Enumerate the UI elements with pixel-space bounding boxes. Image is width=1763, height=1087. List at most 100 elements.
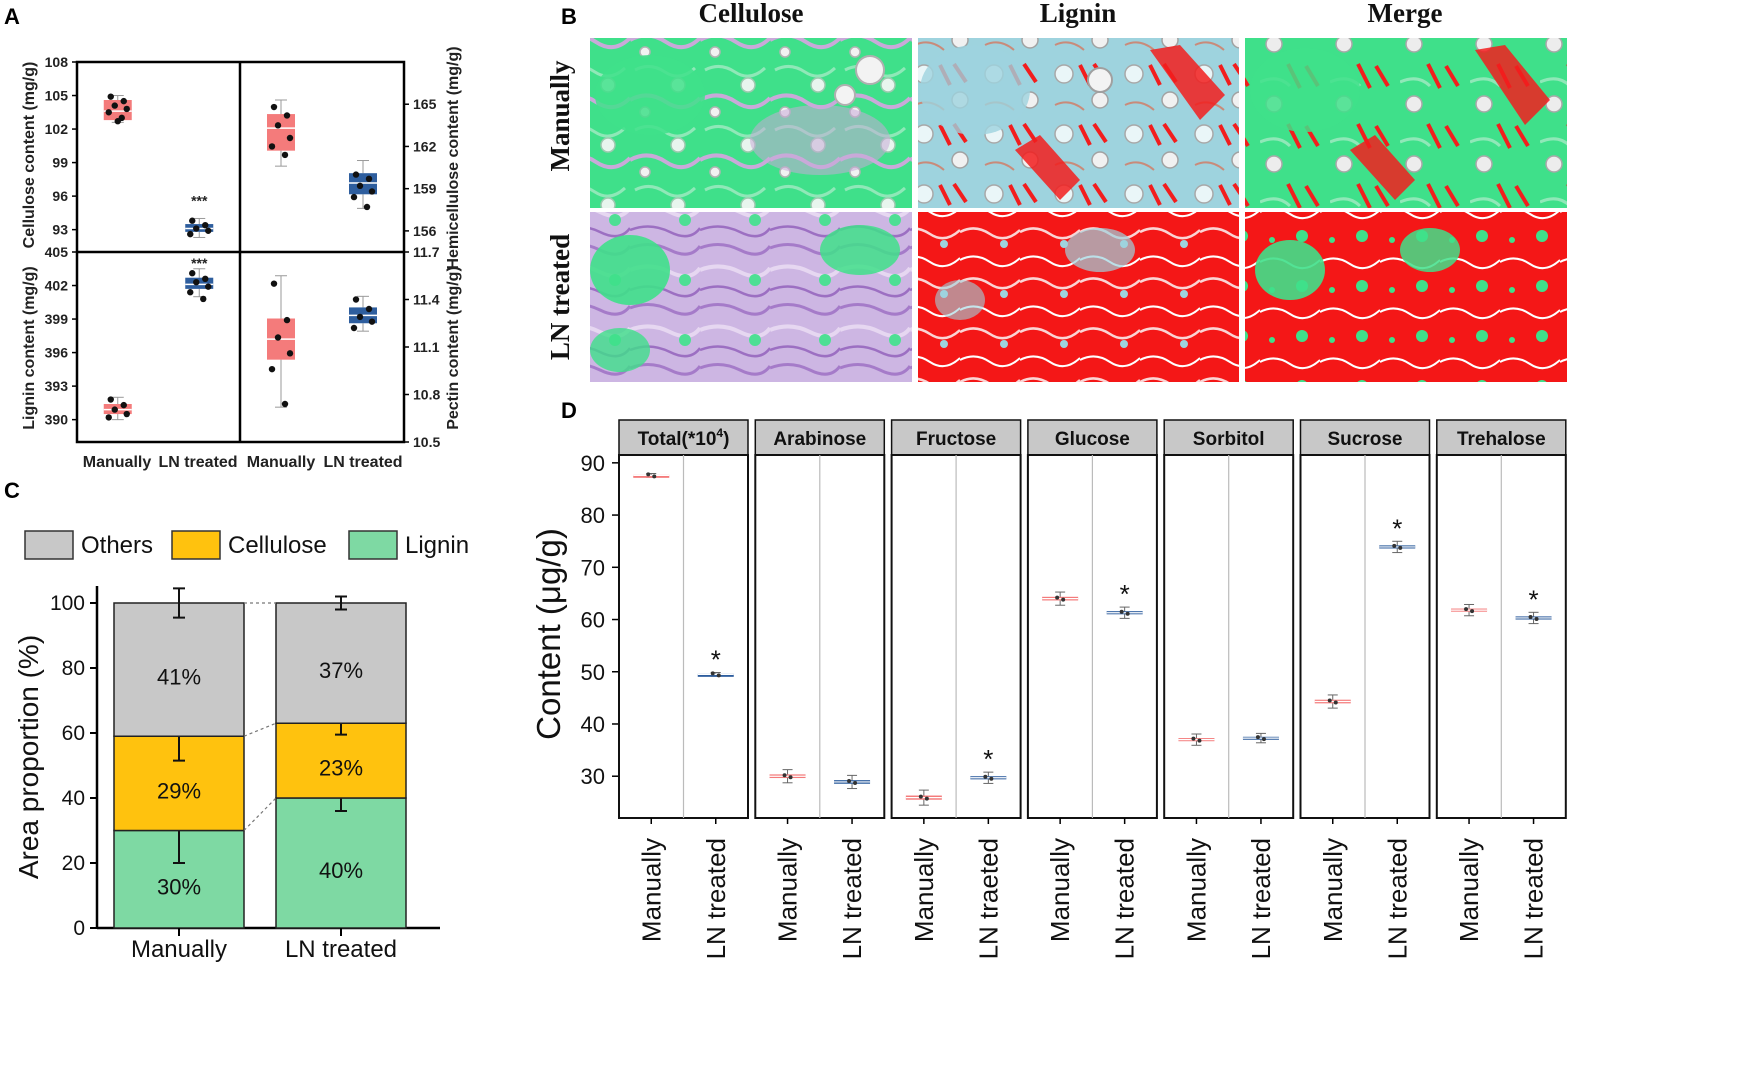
d-ytick-label-0: 30: [581, 764, 605, 789]
pectin-ylabel: Pectin content (mg/g): [445, 266, 462, 430]
d-point: [924, 796, 929, 801]
data-point: [105, 109, 112, 116]
d-point: [853, 780, 858, 785]
d-xlabel-3-1: LN treated: [1110, 838, 1140, 959]
d-xlabel-1-0: Manually: [773, 838, 803, 942]
d-point: [1464, 607, 1469, 612]
a-ytick-label-0-0: 108: [45, 54, 69, 70]
d-point: [646, 472, 651, 477]
data-point: [368, 318, 376, 325]
micrograph-merge-ln-treated: [1245, 212, 1567, 382]
lignin-content-subplot: 405 402 399 396 393 390 ***: [45, 244, 214, 428]
bar-cellulose-1: [275, 722, 407, 799]
facet-strip: [1027, 419, 1158, 456]
pct-label-cellulose-1: 23%: [319, 756, 363, 781]
d-point: [788, 775, 793, 780]
panel-a-xlabel-2: LN treated: [158, 454, 237, 471]
d-point: [1470, 609, 1475, 614]
d-point: [1191, 736, 1196, 741]
facet-strip: [1436, 419, 1567, 456]
data-point: [363, 203, 371, 211]
hemicellulose-content-subplot: 165 162 159 156: [267, 96, 437, 239]
a-ytick-label-0-1: 105: [45, 88, 69, 104]
facet-sucrose: Sucrose Manually * LN treated: [1299, 419, 1431, 959]
d-significance-star: *: [1120, 579, 1130, 609]
micrograph-row-ln-treated: LN treated: [545, 234, 575, 360]
panel-label-d: D: [561, 398, 577, 423]
micrograph-merge-manually: [1245, 38, 1567, 208]
d-ytick-label-4: 70: [581, 555, 605, 580]
d-ytick-label-6: 90: [581, 451, 605, 476]
d-significance-star: *: [983, 744, 993, 774]
data-point: [187, 289, 194, 296]
micrograph-col-merge: Merge: [1368, 0, 1443, 28]
data-point: [114, 118, 121, 125]
d-point: [710, 671, 715, 676]
d-point: [782, 773, 787, 778]
facet-trehalose: Trehalose Manually * LN treated: [1435, 419, 1567, 959]
pct-label-others-1: 37%: [319, 658, 363, 683]
d-significance-star: *: [711, 644, 721, 674]
d-point: [1327, 698, 1332, 703]
data-point: [202, 275, 209, 283]
bar-others-0: [113, 602, 245, 737]
micrograph-row-manually: Manually: [545, 60, 575, 172]
d-point: [1125, 611, 1130, 616]
a-ytick-label-2-3: 396: [45, 345, 69, 361]
data-point: [368, 188, 376, 195]
data-point: [274, 334, 282, 341]
d-xlabel-4-0: Manually: [1181, 838, 1211, 942]
lignin-ylabel: Lignin content (mg/g): [21, 266, 38, 430]
c-ytick-label-4: 80: [62, 657, 85, 680]
panel-label-a: A: [4, 4, 20, 29]
c-xlabel-1: LN treated: [285, 936, 397, 963]
facet-arabinose: Arabinose Manually LN treated: [754, 419, 886, 959]
data-point: [111, 102, 118, 109]
d-xlabel-5-1: LN treated: [1382, 838, 1412, 959]
d-point: [1333, 700, 1338, 705]
d-point: [1055, 595, 1060, 600]
a-ytick-label-0-3: 99: [52, 155, 68, 171]
data-point: [120, 401, 127, 409]
panel-c-stacked-bars: Others Cellulose Lignin 0 20 40 60 80 100 30% 2…: [13, 530, 469, 963]
panel-d-ylabel: Content (μg/g): [530, 528, 567, 740]
data-point: [200, 295, 207, 303]
legend-label-cellulose: Cellulose: [228, 532, 327, 559]
legend-label-others: Others: [81, 532, 153, 559]
cellulose-content-subplot: 108 105 102 99 96 93 ***: [45, 54, 214, 238]
d-point: [1398, 545, 1403, 550]
facet-title: Glucose: [1055, 429, 1130, 450]
panel-a-xlabel-3: Manually: [247, 454, 316, 471]
d-box-0-1: [697, 673, 734, 677]
pectin-content-subplot: 11.7 11.4 11.1 10.8 10.5: [267, 244, 440, 450]
facet-strip: [754, 419, 886, 456]
data-point: [356, 313, 364, 321]
a-ytick-label-1-3: 156: [413, 223, 437, 239]
d-xlabel-6-0: Manually: [1454, 838, 1484, 942]
panel-label-b: B: [561, 4, 577, 29]
legend-swatch-cellulose: [171, 530, 221, 560]
facet-title: Total(*104): [638, 426, 730, 450]
a-ytick-label-2-1: 402: [45, 278, 69, 294]
data-point: [274, 122, 282, 129]
data-point: [107, 93, 114, 100]
facet-fructose: Fructose Manually * LN traeted: [890, 419, 1022, 959]
data-point: [268, 365, 276, 373]
data-point: [286, 350, 294, 357]
c-ytick-label-3: 60: [62, 722, 85, 745]
data-point: [356, 182, 364, 190]
a-ytick-label-3-3: 10.8: [413, 387, 440, 403]
d-point: [989, 776, 994, 781]
data-point: [107, 396, 114, 403]
facet-title: Fructose: [916, 429, 996, 450]
data-point: [105, 414, 112, 421]
data-point: [283, 316, 291, 324]
a-ytick-label-1-0: 165: [413, 96, 437, 112]
significance-marker-2-0: ***: [191, 255, 208, 271]
a-ytick-label-2-0: 405: [45, 244, 69, 260]
micrograph-lignin-manually: [918, 38, 1239, 208]
data-point: [193, 278, 200, 286]
d-point: [1119, 609, 1124, 614]
legend-swatch-lignin: [348, 530, 398, 560]
